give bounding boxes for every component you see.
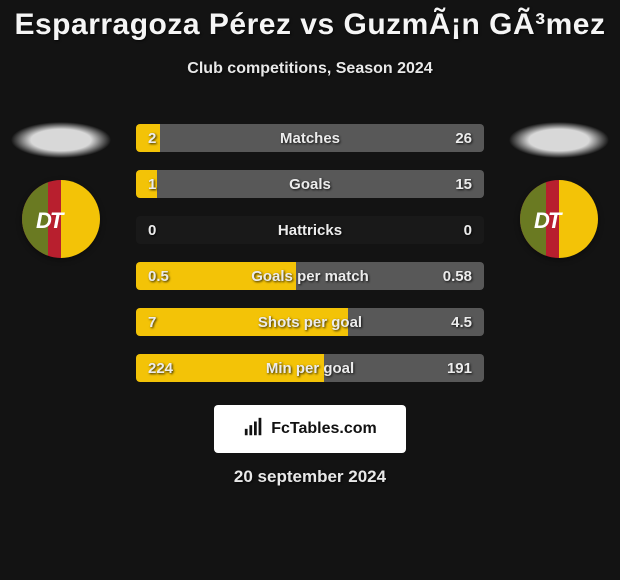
stat-value-left: 0.5 <box>148 262 169 290</box>
stat-label: Goals per match <box>136 262 484 290</box>
stats-area: Matches2 26 Goals1 15 Hattricks0 0 Goals per m… <box>136 124 484 400</box>
stat-value-right: 0.58 <box>443 262 472 290</box>
brand-text: FcTables.com <box>271 420 377 438</box>
player-right: DT <box>504 120 614 258</box>
content-root: Esparragoza Pérez vs GuzmÃ¡n GÃ³mez Club… <box>0 0 620 580</box>
club-badge-text: DT <box>36 208 61 234</box>
stat-value-left: 1 <box>148 170 156 198</box>
player-left-club-badge: DT <box>22 180 100 258</box>
stat-row: Min per goal224 191 <box>136 354 484 382</box>
club-badge-text: DT <box>534 208 559 234</box>
stat-label: Goals <box>136 170 484 198</box>
stat-row: Goals per match0.5 0.58 <box>136 262 484 290</box>
footer-date: 20 september 2024 <box>0 453 620 487</box>
stat-value-right: 0 <box>464 216 472 244</box>
stat-label: Hattricks <box>136 216 484 244</box>
stat-value-left: 7 <box>148 308 156 336</box>
stat-value-right: 4.5 <box>451 308 472 336</box>
stat-row: Hattricks0 0 <box>136 216 484 244</box>
stat-value-right: 26 <box>455 124 472 152</box>
stat-label: Matches <box>136 124 484 152</box>
stat-value-left: 224 <box>148 354 173 382</box>
stat-value-left: 0 <box>148 216 156 244</box>
player-left: DT <box>6 120 116 258</box>
brand-box: FcTables.com <box>214 405 406 453</box>
stat-row: Goals1 15 <box>136 170 484 198</box>
stat-row: Matches2 26 <box>136 124 484 152</box>
player-right-silhouette <box>509 120 609 160</box>
stat-value-right: 191 <box>447 354 472 382</box>
page-title: Esparragoza Pérez vs GuzmÃ¡n GÃ³mez <box>0 0 620 42</box>
stat-label: Min per goal <box>136 354 484 382</box>
stat-value-right: 15 <box>455 170 472 198</box>
page-subtitle: Club competitions, Season 2024 <box>0 42 620 78</box>
stat-label: Shots per goal <box>136 308 484 336</box>
brand-wrap: FcTables.com 20 september 2024 <box>0 393 620 487</box>
stat-value-left: 2 <box>148 124 156 152</box>
player-right-club-badge: DT <box>520 180 598 258</box>
chart-icon <box>243 416 265 443</box>
player-left-silhouette <box>11 120 111 160</box>
stat-row: Shots per goal7 4.5 <box>136 308 484 336</box>
